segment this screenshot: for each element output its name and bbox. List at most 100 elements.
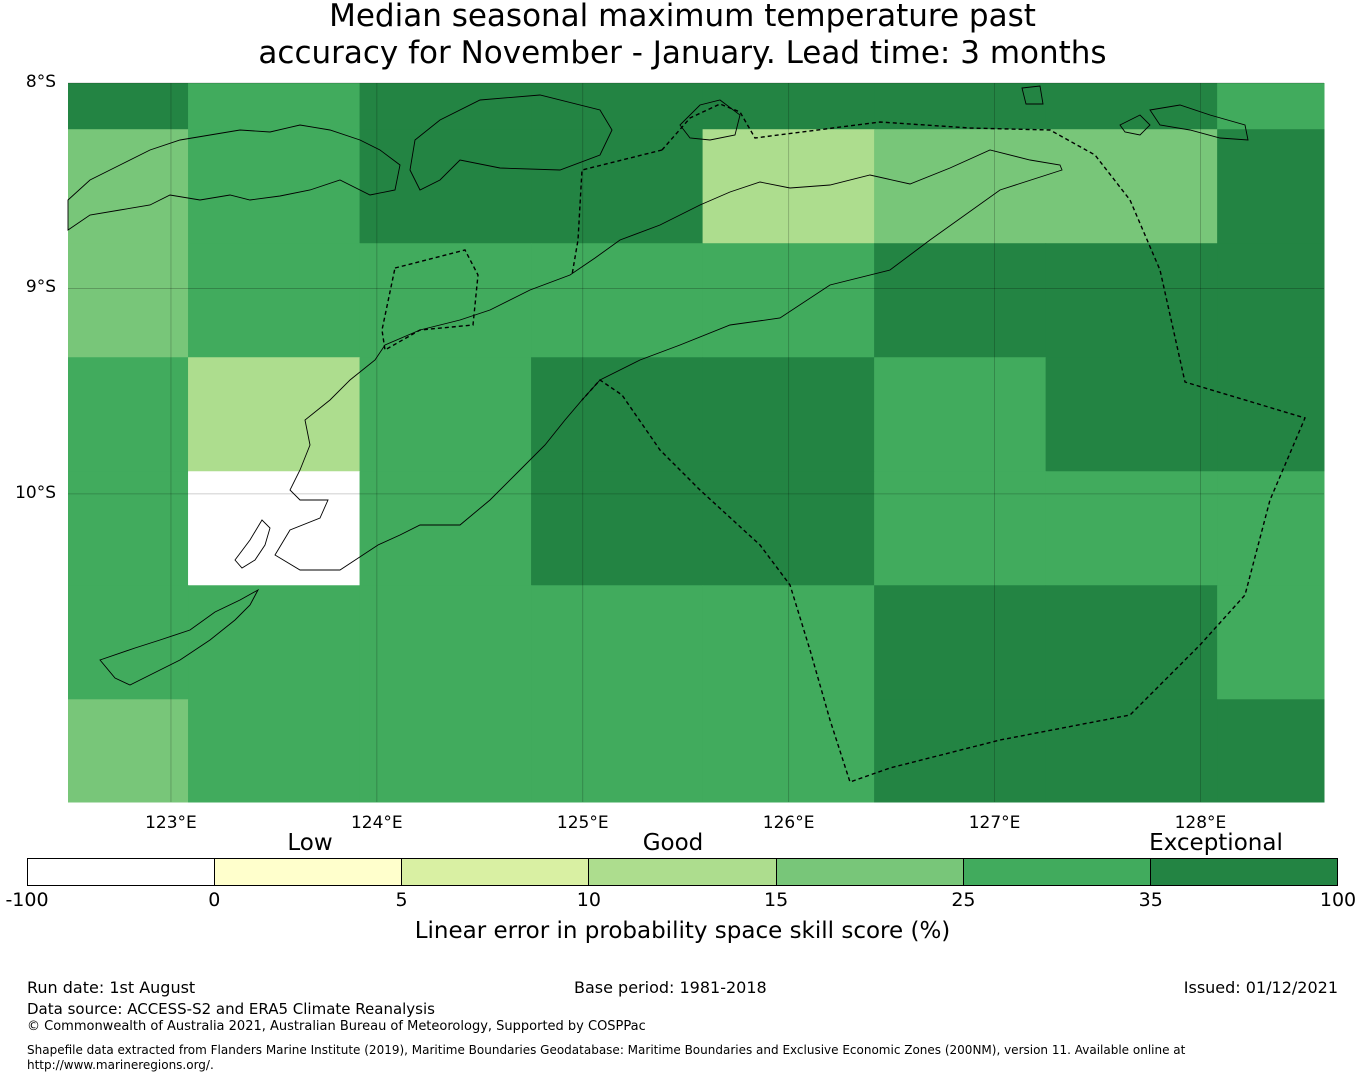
grid-cell xyxy=(359,129,532,244)
grid-cell xyxy=(188,243,361,358)
grid-cell xyxy=(1045,129,1218,244)
category-label-low: Low xyxy=(287,830,333,856)
grid-cell xyxy=(531,585,704,700)
grid-cell xyxy=(68,243,189,358)
run-date: Run date: 1st August xyxy=(27,978,196,997)
grid-cell xyxy=(68,471,189,586)
timor-coastline xyxy=(274,149,1063,571)
graticule xyxy=(68,82,1324,802)
lon-tick-label: 123°E xyxy=(145,813,197,833)
grid-cell xyxy=(359,699,532,803)
grid-cell xyxy=(188,357,361,472)
babar-coastline xyxy=(1119,104,1249,141)
lon-tick-label: 125°E xyxy=(556,813,609,833)
grid-cell xyxy=(702,699,875,803)
maritime-boundaries xyxy=(381,103,1306,783)
colorbar-tick-label: 5 xyxy=(395,889,408,911)
sumba-coastline xyxy=(99,588,260,686)
grid-cell xyxy=(359,243,532,358)
grid-cell xyxy=(1045,471,1218,586)
grid-cell xyxy=(68,357,189,472)
colorbar-tick-label: 25 xyxy=(951,889,976,911)
alor-coastline xyxy=(409,94,613,191)
grid-cell xyxy=(531,129,704,244)
grid-cell xyxy=(531,83,704,130)
colorbar-segment xyxy=(1150,859,1337,885)
eez-boundary-timor xyxy=(381,149,663,352)
grid-cell xyxy=(702,471,875,586)
colorbar-segment xyxy=(402,859,590,885)
map-title-line-2: accuracy for November - January. Lead ti… xyxy=(258,35,1107,71)
grid-cell xyxy=(874,471,1047,586)
grid-cell xyxy=(531,471,704,586)
grid-cell xyxy=(702,129,875,244)
lat-tick-label: 10°S xyxy=(15,482,56,503)
grid-cell xyxy=(874,243,1047,358)
grid-cell xyxy=(1217,357,1325,472)
grid-cell xyxy=(874,129,1047,244)
flores-coastline xyxy=(67,124,401,231)
colorbar-tick-label: -100 xyxy=(5,889,49,911)
skill-score-map xyxy=(67,82,1325,803)
colorbar-tick-label: 100 xyxy=(1319,889,1357,911)
map-title-line-1: Median seasonal maximum temperature past xyxy=(329,0,1036,34)
grid-cell xyxy=(359,471,532,586)
grid-cell xyxy=(1217,471,1325,586)
colorbar-segment xyxy=(28,859,216,885)
grid-cell xyxy=(1217,129,1325,244)
category-label-exceptional: Exceptional xyxy=(1149,830,1283,856)
copyright: © Commonwealth of Australia 2021, Austra… xyxy=(27,1019,646,1034)
skill-grid xyxy=(68,83,1325,803)
grid-cell xyxy=(1217,83,1325,130)
colorbar xyxy=(27,858,1338,886)
grid-cell xyxy=(1045,699,1218,803)
grid-cell xyxy=(68,83,189,130)
data-source: Data source: ACCESS-S2 and ERA5 Climate … xyxy=(27,1000,435,1018)
colorbar-tick-label: 35 xyxy=(1138,889,1163,911)
islet-coastline xyxy=(1021,85,1044,105)
grid-cell xyxy=(874,699,1047,803)
lon-tick-label: 124°E xyxy=(350,813,403,833)
shapefile-credit: Shapefile data extracted from Flanders M… xyxy=(27,1043,1186,1057)
grid-cell xyxy=(1217,243,1325,358)
colorbar-segment xyxy=(963,859,1151,885)
grid-cell xyxy=(531,357,704,472)
grid-cell xyxy=(531,243,704,358)
grid-cell xyxy=(188,129,361,244)
grid-cell xyxy=(68,129,189,244)
base-period: Base period: 1981-2018 xyxy=(574,978,767,997)
lat-tick-label: 9°S xyxy=(25,277,56,298)
eez-boundary-north xyxy=(581,103,1306,783)
coastlines xyxy=(67,85,1249,686)
colorbar-tick-label: 0 xyxy=(208,889,221,911)
grid-cell xyxy=(702,243,875,358)
colorbar-segment xyxy=(215,859,403,885)
rote-coastline xyxy=(234,519,271,569)
grid-cell xyxy=(188,471,361,586)
grid-cell xyxy=(702,357,875,472)
lat-tick-label: 8°S xyxy=(25,72,56,92)
grid-cell xyxy=(1045,357,1218,472)
grid-cell xyxy=(68,585,189,700)
colorbar-title: Linear error in probability space skill … xyxy=(414,918,951,944)
grid-cell xyxy=(359,585,532,700)
colorbar-segment xyxy=(776,859,964,885)
colorbar-tick-label: 10 xyxy=(576,889,601,911)
lon-tick-label: 127°E xyxy=(968,813,1021,833)
lon-tick-label: 126°E xyxy=(762,813,815,833)
wetar-coastline xyxy=(679,99,741,141)
grid-cell xyxy=(1045,585,1218,700)
grid-cell xyxy=(531,699,704,803)
issued-date: Issued: 01/12/2021 xyxy=(1183,978,1338,997)
category-label-good: Good xyxy=(642,830,704,856)
grid-cell xyxy=(359,83,532,130)
lon-tick-label: 128°E xyxy=(1174,813,1227,833)
grid-cell xyxy=(1217,699,1325,803)
grid-cell xyxy=(68,699,189,803)
grid-cell xyxy=(188,699,361,803)
grid-cell xyxy=(874,83,1047,130)
grid-cell xyxy=(1045,243,1218,358)
grid-cell xyxy=(188,83,361,130)
grid-cell xyxy=(702,83,875,130)
grid-cell xyxy=(1045,83,1218,130)
